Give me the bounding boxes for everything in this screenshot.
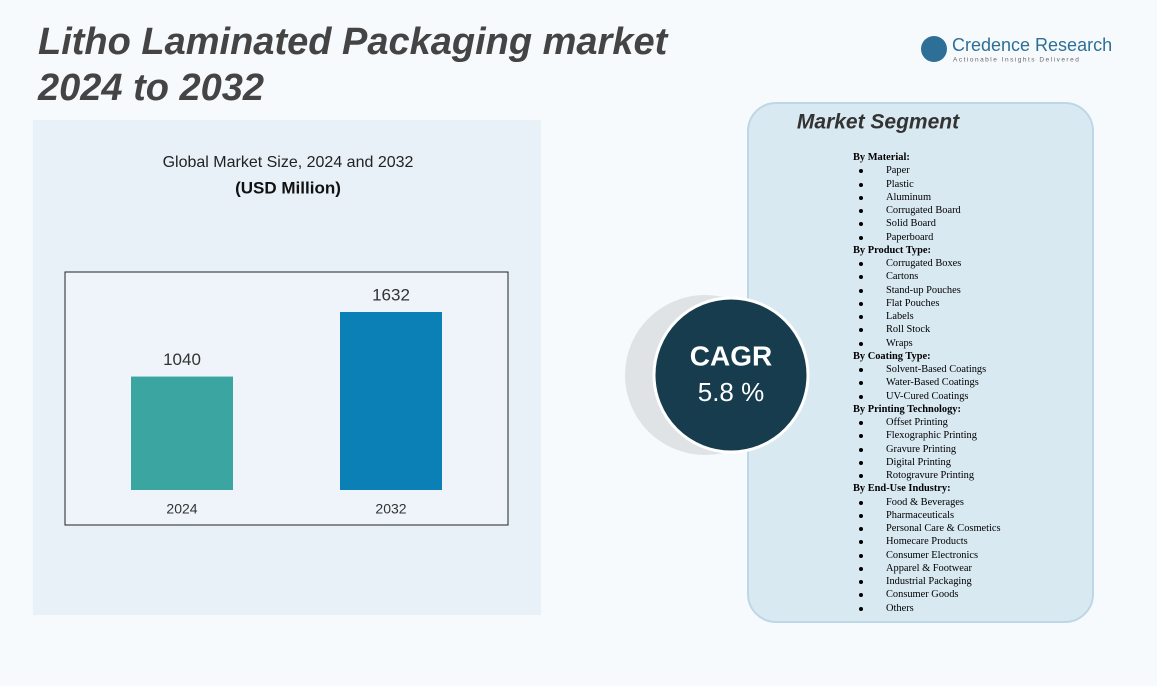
segment-item: Flexographic Printing [859, 429, 1088, 442]
brand-logo [921, 36, 947, 62]
segment-heading: By Printing Technology: [853, 403, 961, 415]
segment-heading: By Product Type: [853, 244, 931, 256]
segment-item: Cartons [859, 270, 1088, 283]
segment-item: Paper [859, 164, 1088, 177]
segment-items: Offset Printing Flexographic Printing Grav… [853, 416, 1088, 482]
x-tick-label: 2032 [375, 501, 406, 517]
cagr-label: CAGR [690, 340, 772, 371]
segment-item: Corrugated Board [859, 204, 1088, 217]
segment-heading: By End-Use Industry: [853, 483, 951, 495]
segment-item: Corrugated Boxes [859, 257, 1088, 270]
cagr-circle [652, 296, 810, 454]
segment-item: Flat Pouches [859, 297, 1088, 310]
segment-item: Water-Based Coatings [859, 376, 1088, 389]
segment-item: Homecare Products [859, 535, 1088, 548]
bar [131, 376, 233, 490]
brand-tagline: Actionable Insights Delivered [953, 57, 1080, 64]
segment-item: Aluminum [859, 191, 1088, 204]
segment-item: Offset Printing [859, 416, 1088, 429]
bar [340, 312, 442, 490]
segment-item: Labels [859, 310, 1088, 323]
segment-heading: By Material: [853, 152, 910, 163]
segment-heading: By Coating Type: [853, 350, 931, 362]
segment-item: Wraps [859, 337, 1088, 350]
segment-item: Others [859, 602, 1088, 615]
segment-items: Corrugated Boxes Cartons Stand-up Pouches F… [853, 257, 1088, 350]
segment-item: Apparel & Footwear [859, 562, 1088, 575]
data-label: 1040 [163, 350, 201, 369]
segment-items: Solvent-Based Coatings Water-Based Coatin… [853, 363, 1088, 403]
title: 2024 to 2032 [37, 67, 264, 109]
data-label: 1632 [372, 285, 410, 304]
segment-item: Digital Printing [859, 456, 1088, 469]
segment-item: Rotogravure Printing [859, 469, 1088, 482]
title: Litho Laminated Packaging market [38, 21, 669, 63]
brand-name: Credence Research [952, 35, 1112, 55]
segment-item: Pharmaceuticals [859, 509, 1088, 522]
segment-item: UV-Cured Coatings [859, 390, 1088, 403]
chart-subtitle: (USD Million) [235, 178, 341, 197]
segment-items: Food & Beverages Pharmaceuticals Personal … [853, 496, 1088, 615]
segment-item: Food & Beverages [859, 496, 1088, 509]
segment-item: Stand-up Pouches [859, 284, 1088, 297]
segment-item: Industrial Packaging [859, 575, 1088, 588]
segment-title: Market Segment [797, 111, 960, 134]
segment-item: Consumer Goods [859, 588, 1088, 601]
segment-item: Personal Care & Cosmetics [859, 522, 1088, 535]
segment-item: Solvent-Based Coatings [859, 363, 1088, 376]
cagr-value: 5.8 % [698, 377, 765, 407]
segment-list: By Material: Paper Plastic Aluminum Corrugat… [853, 151, 1088, 615]
segment-item: Paperboard [859, 231, 1088, 244]
chart-title: Global Market Size, 2024 and 2032 [163, 154, 414, 171]
segment-item: Solid Board [859, 217, 1088, 230]
segment-items: Paper Plastic Aluminum Corrugated Board Soli… [853, 164, 1088, 244]
x-tick-label: 2024 [166, 501, 197, 517]
segment-item: Consumer Electronics [859, 549, 1088, 562]
segment-item: Plastic [859, 178, 1088, 191]
segment-item: Roll Stock [859, 323, 1088, 336]
segment-item: Gravure Printing [859, 443, 1088, 456]
